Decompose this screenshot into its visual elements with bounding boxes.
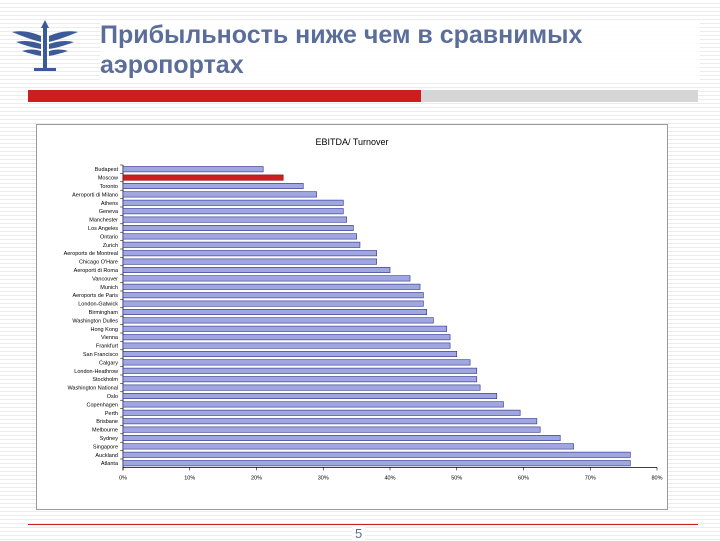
bar <box>122 460 631 467</box>
x-tick-label: 80% <box>651 475 662 481</box>
category-label: Oslo <box>107 394 118 400</box>
bar <box>122 359 471 366</box>
category-label: Athens <box>101 201 118 207</box>
bar <box>122 409 521 416</box>
bar <box>122 426 541 433</box>
footer-line <box>28 524 698 525</box>
page-number: 5 <box>352 526 366 541</box>
category-label: Melbourne <box>92 428 118 434</box>
bar <box>122 292 424 299</box>
page-title: Прибыльность ниже чем в сравнимых аэропо… <box>100 20 700 80</box>
bar <box>122 191 317 198</box>
chart-title: EBITDA/ Turnover <box>315 137 389 147</box>
category-label: Atlanta <box>101 461 119 467</box>
category-label: Zurich <box>103 243 118 249</box>
category-label: Copenhagen <box>86 402 118 408</box>
bar <box>122 434 561 441</box>
x-tick-label: 0% <box>119 475 127 481</box>
bar-highlight <box>122 174 284 181</box>
category-label: Sydney <box>100 436 119 442</box>
category-label: London-Heathrow <box>74 369 118 375</box>
category-label: Toronto <box>100 184 118 190</box>
category-label: Brisbane <box>96 419 118 425</box>
category-label: Moscow <box>98 176 118 182</box>
bar <box>122 225 354 232</box>
category-label: Munich <box>100 285 118 291</box>
bar <box>122 258 377 265</box>
bar <box>122 401 504 408</box>
bar <box>122 317 434 324</box>
category-label: Chicago O'Hare <box>79 260 118 266</box>
bar <box>122 443 574 450</box>
page-title-line-2: аэропортах <box>100 51 244 79</box>
chart-area: EBITDA/ Turnover 0% 10% 20% 30% 40% 50% 60% 70%… <box>36 124 668 510</box>
bar <box>122 250 377 257</box>
bar <box>122 300 424 307</box>
bar <box>122 208 344 215</box>
title-divider-bar <box>421 90 698 102</box>
x-tick-label: 30% <box>318 475 329 481</box>
category-label: Aeroporti di Milano <box>72 192 118 198</box>
category-label: Aeroports de Paris <box>72 293 118 299</box>
category-label: Vancouver <box>92 276 118 282</box>
bar <box>122 376 478 383</box>
airline-wings-logo <box>12 20 78 71</box>
x-tick-label: 40% <box>384 475 395 481</box>
bar-chart: 0% 10% 20% 30% 40% 50% 60% 70% 80% Budapest Moscow… <box>64 164 663 481</box>
x-tick-label: 70% <box>585 475 596 481</box>
bar <box>122 342 451 349</box>
category-label: Birmingham <box>89 310 119 316</box>
bar <box>122 451 631 458</box>
title-accent-bar <box>28 90 421 102</box>
bar <box>122 199 344 206</box>
category-label: Manchester <box>89 218 118 224</box>
x-tick-label: 20% <box>251 475 262 481</box>
category-label: San Francisco <box>83 352 118 358</box>
page-title-line-1: Прибыльность ниже чем в сравнимых <box>100 21 583 49</box>
bar <box>122 275 411 282</box>
bar <box>122 241 361 248</box>
bar <box>122 166 264 173</box>
x-tick-label: 50% <box>451 475 462 481</box>
bar <box>122 392 498 399</box>
bar <box>122 367 478 374</box>
category-label: Calgary <box>99 360 118 366</box>
category-label: Budapest <box>95 167 119 173</box>
x-tick-label: 60% <box>518 475 529 481</box>
bar <box>122 283 421 290</box>
category-label: Hong Kong <box>90 327 118 333</box>
bar <box>122 384 481 391</box>
category-label: Perth <box>105 411 118 417</box>
bar <box>122 418 538 425</box>
bar <box>122 334 451 341</box>
category-label: Geneva <box>99 209 119 215</box>
bar <box>122 216 347 223</box>
category-label: Aeroports de Montreal <box>64 251 118 257</box>
bar <box>122 182 304 189</box>
category-label: Los Angeles <box>88 226 118 232</box>
category-label: Vienna <box>101 335 119 341</box>
x-tick-label: 10% <box>184 475 195 481</box>
bar <box>122 351 458 358</box>
category-label: Washington Dulles <box>72 318 118 324</box>
bar <box>122 309 428 316</box>
category-label: Auckland <box>95 453 118 459</box>
category-label: Aeroporti di Roma <box>74 268 119 274</box>
category-label: Frankfurt <box>96 344 118 350</box>
category-label: Singapore <box>93 444 118 450</box>
category-label: London-Gatwick <box>78 302 118 308</box>
category-label: Ontario <box>100 234 118 240</box>
category-label: Washington National <box>67 386 118 392</box>
bar <box>122 325 448 332</box>
category-label: Stockholm <box>92 377 118 383</box>
bar <box>122 267 391 274</box>
bar <box>122 233 357 240</box>
